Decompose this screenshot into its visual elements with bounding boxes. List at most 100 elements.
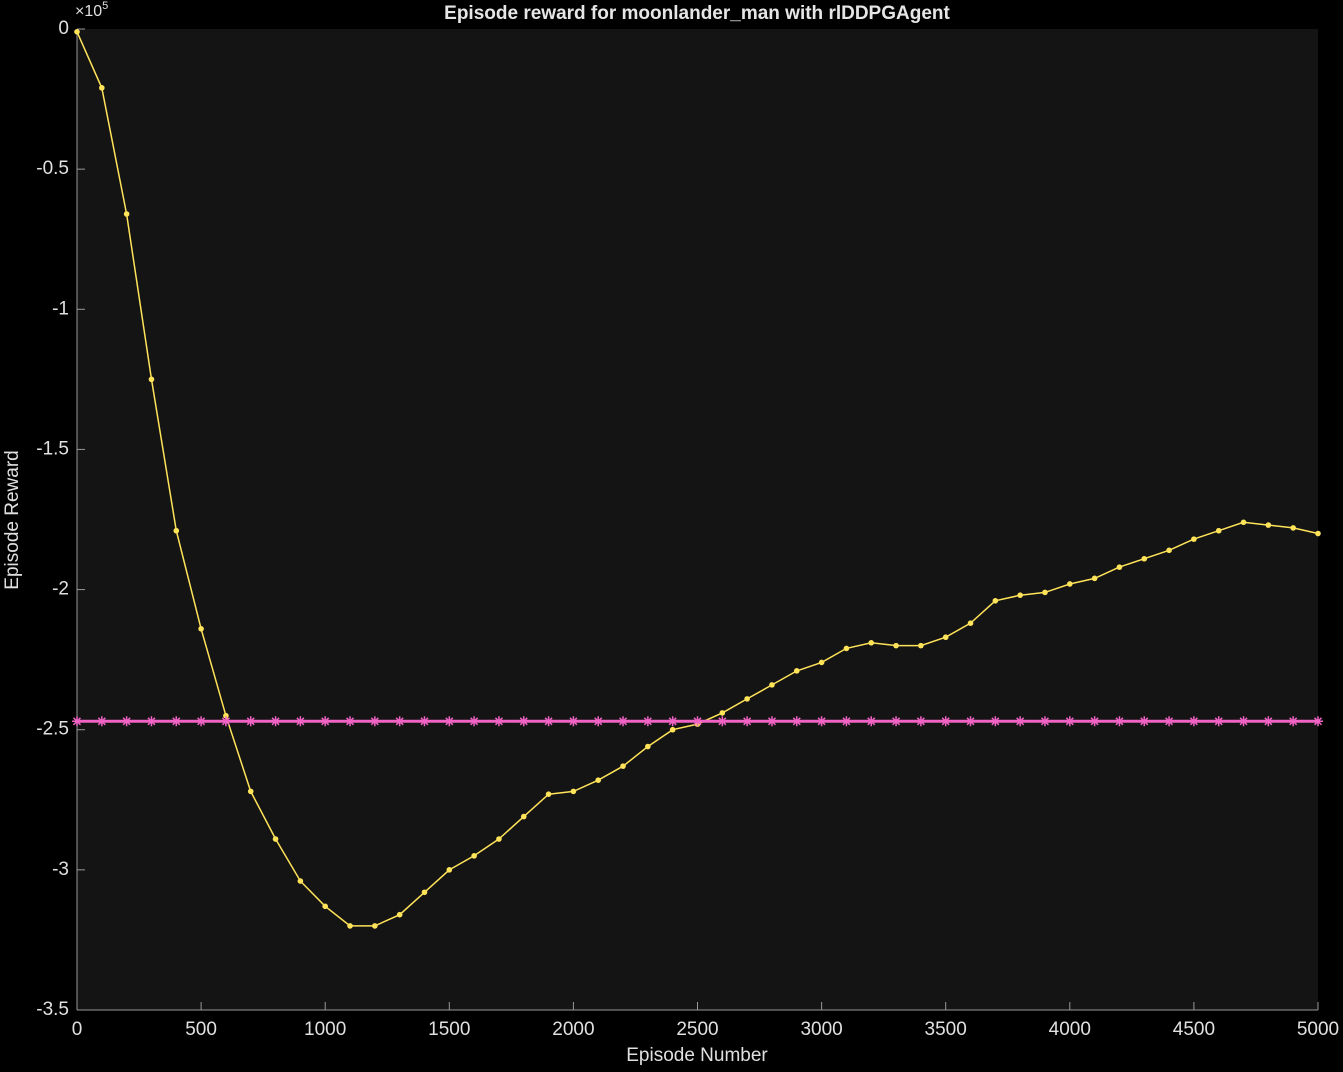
asterisk-marker [766,716,777,727]
point-marker [645,743,651,750]
point-marker [818,659,825,666]
asterisk-marker [1015,716,1026,727]
x-tick-label: 3000 [800,1019,842,1040]
x-tick-label: 3500 [925,1019,967,1040]
point-marker [372,923,378,929]
point-marker [1166,547,1172,554]
y-tick-label: -3 [52,859,69,880]
point-marker [744,696,750,702]
y-multiplier-base: ×10 [75,3,102,20]
point-marker [669,726,676,733]
asterisk-marker [245,716,256,727]
asterisk-marker [394,716,405,727]
y-axis-label: Episode Reward [2,450,23,589]
asterisk-marker [270,716,281,727]
point-marker [396,911,403,918]
asterisk-marker [866,716,877,727]
asterisk-marker [469,716,480,727]
asterisk-marker [1114,716,1125,727]
asterisk-marker [1263,716,1274,727]
asterisk-marker [618,716,629,727]
asterisk-marker [72,716,82,727]
point-marker [1067,581,1073,587]
x-tick-label: 500 [185,1019,217,1040]
y-tick-label: -2.5 [36,719,69,740]
asterisk-marker [717,716,728,727]
asterisk-marker [990,716,1001,727]
point-marker [520,813,527,820]
y-tick-label: -3.5 [36,999,69,1020]
point-marker [1017,592,1023,598]
asterisk-marker [1313,716,1323,727]
point-marker [247,788,254,795]
y-tick-label: -2 [52,579,69,600]
asterisk-marker [493,716,504,727]
y-multiplier-exponent: 5 [102,0,108,12]
asterisk-marker [1089,716,1100,727]
point-marker [1265,522,1272,528]
chart-title: Episode reward for moonlander_man with r… [444,3,950,24]
point-marker [545,791,552,797]
asterisk-marker [220,716,231,727]
asterisk-marker [965,716,976,727]
point-marker [173,527,180,534]
y-tick-label: -1.5 [36,438,69,459]
asterisk-marker [369,716,380,727]
point-marker [496,836,502,842]
asterisk-marker [196,716,207,727]
point-marker [967,620,974,627]
point-marker [223,712,229,719]
asterisk-marker [915,716,926,727]
asterisk-marker [692,716,703,727]
asterisk-marker [444,716,455,727]
point-marker [148,376,155,383]
point-marker [123,211,130,217]
point-marker [272,836,279,842]
point-marker [620,763,626,769]
point-marker [1290,525,1296,531]
asterisk-marker [320,716,331,727]
asterisk-marker [1288,716,1299,727]
point-marker [893,642,899,649]
point-marker [769,682,775,688]
point-marker [322,903,329,910]
asterisk-marker [295,716,306,727]
asterisk-marker [518,716,529,727]
asterisk-marker [940,716,951,727]
asterisk-marker [96,716,107,727]
x-tick-label: 4500 [1173,1019,1215,1040]
x-tick-label: 1500 [428,1019,470,1040]
x-tick-label: 2500 [676,1019,718,1040]
x-tick-label: 1000 [304,1019,346,1040]
point-marker [1042,589,1048,596]
asterisk-marker [891,716,902,727]
asterisk-marker [841,716,852,727]
asterisk-marker [419,716,430,727]
point-marker [198,626,204,632]
asterisk-marker [171,716,182,727]
point-marker [74,29,80,35]
point-marker [918,642,924,649]
x-tick-label: 0 [72,1019,83,1040]
y-tick-label: -1 [52,298,69,319]
asterisk-marker [568,716,579,727]
plot-area [77,29,1318,1010]
asterisk-marker [121,716,132,727]
point-marker [595,777,602,783]
asterisk-marker [1039,716,1050,727]
point-marker [1116,564,1123,570]
point-marker [1141,555,1148,562]
point-marker [570,788,577,795]
asterisk-marker [1139,716,1150,727]
asterisk-marker [1064,716,1075,727]
point-marker [1240,519,1247,526]
asterisk-marker [1238,716,1249,727]
asterisk-marker [1213,716,1224,727]
x-tick-label: 5000 [1297,1019,1339,1040]
point-marker [868,640,875,646]
x-tick-label: 4000 [1049,1019,1091,1040]
point-marker [347,923,353,929]
point-marker [471,853,477,859]
